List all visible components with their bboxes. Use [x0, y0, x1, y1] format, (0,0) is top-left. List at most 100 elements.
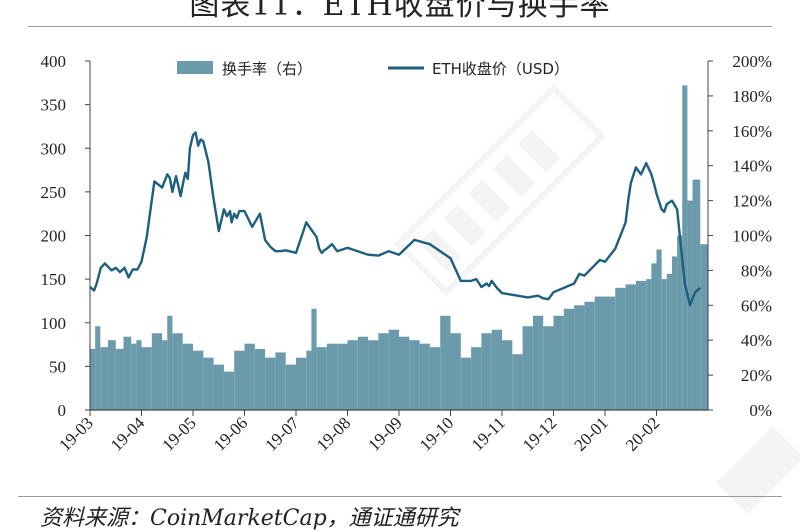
x-tick-label: 19-10	[416, 413, 457, 454]
turnover-bar	[275, 352, 286, 410]
chart-title: 图表11：ETH收盘价与换手率	[189, 0, 611, 23]
chart-legend: 换手率（右） ETH收盘价（USD）	[177, 60, 569, 78]
source-note: 资料来源：CoinMarketCap，通证通研究	[40, 506, 459, 531]
turnover-bar	[141, 347, 152, 410]
x-tick-label: 19-08	[313, 413, 354, 454]
right-tick-label: 200%	[732, 52, 772, 71]
turnover-bar	[368, 340, 379, 410]
eth-price-line	[89, 131, 702, 307]
x-tick-label: 20-02	[622, 413, 663, 454]
turnover-bar	[661, 279, 667, 410]
left-tick-label: 50	[49, 357, 66, 376]
price-line-layer	[89, 131, 702, 307]
turnover-bar	[450, 333, 461, 410]
turnover-bar	[532, 315, 544, 410]
turnover-bar	[244, 343, 255, 410]
turnover-bar	[429, 347, 441, 410]
x-tick-label: 19-12	[519, 413, 560, 454]
right-tick-label: 160%	[732, 122, 772, 141]
turnover-bar	[311, 308, 317, 410]
turnover-bar	[666, 273, 672, 410]
x-tick-label: 20-01	[570, 413, 611, 454]
turnover-bar	[682, 85, 688, 411]
turnover-bar	[522, 326, 533, 410]
turnover-bar	[563, 308, 575, 410]
turnover-bar	[296, 357, 307, 410]
turnover-bar	[574, 305, 585, 410]
turnover-bar	[615, 287, 626, 410]
turnover-bar	[692, 179, 701, 410]
legend-swatch-turnover	[177, 61, 213, 74]
turnover-bar	[95, 326, 101, 410]
turnover-bar	[409, 340, 420, 410]
right-tick-label: 80%	[741, 261, 772, 280]
turnover-bar	[100, 347, 109, 410]
turnover-bar	[337, 343, 348, 410]
x-tick-label: 19-05	[158, 413, 199, 454]
turnover-bar	[605, 296, 616, 410]
turnover-bar	[440, 315, 451, 410]
turnover-bar	[700, 244, 708, 410]
turnover-bar	[108, 340, 116, 410]
turnover-bar	[553, 315, 564, 410]
left-tick-label: 0	[58, 401, 67, 420]
legend-label-turnover: 换手率（右）	[222, 60, 312, 78]
watermark-logo	[393, 83, 800, 514]
left-tick-label: 350	[41, 96, 67, 115]
left-tick-label: 200	[41, 227, 67, 246]
turnover-bar	[234, 350, 245, 410]
turnover-bar	[491, 329, 502, 410]
left-tick-label: 300	[41, 139, 67, 158]
left-tick-label: 400	[41, 52, 67, 71]
turnover-bar	[378, 333, 389, 410]
turnover-bar	[512, 354, 523, 410]
turnover-bar	[326, 343, 338, 410]
left-tick-label: 150	[41, 270, 67, 289]
turnover-bar	[213, 364, 224, 410]
x-tick-label: 19-09	[364, 413, 405, 454]
legend-label-price: ETH收盘价（USD）	[432, 60, 569, 78]
turnover-bar	[357, 336, 369, 410]
turnover-bar	[656, 249, 662, 410]
left-tick-label: 250	[41, 183, 67, 202]
top-rule	[28, 26, 772, 27]
x-tick-label: 19-11	[468, 413, 509, 454]
turnover-bar	[167, 315, 173, 410]
turnover-bar	[347, 340, 358, 410]
x-tick-label: 19-04	[107, 413, 149, 455]
turnover-bar	[193, 350, 204, 410]
turnover-bar	[651, 263, 657, 410]
turnover-bar	[625, 284, 636, 410]
turnover-bar	[285, 364, 296, 410]
turnover-bar	[223, 371, 235, 410]
turnover-bar	[388, 329, 399, 410]
turnover-bar	[584, 301, 595, 410]
turnover-bar	[399, 336, 410, 410]
x-tick-label: 19-06	[210, 413, 251, 454]
right-tick-label: 120%	[732, 192, 772, 211]
right-tick-label: 20%	[741, 366, 772, 385]
turnover-bar	[306, 350, 312, 410]
eth-price-turnover-chart: 0 50 100 150 200 250 300 350 400 0% 20% 40% 60% 80% 10…	[41, 52, 800, 514]
right-tick-label: 100%	[732, 227, 772, 246]
right-tick-label: 0%	[749, 401, 772, 420]
turnover-bar	[594, 296, 605, 410]
turnover-bar	[115, 348, 124, 410]
left-tick-label: 100	[41, 314, 67, 333]
turnover-bar	[136, 340, 142, 410]
turnover-bar	[481, 333, 492, 410]
turnover-bar	[471, 347, 482, 410]
turnover-bar	[265, 357, 276, 410]
turnover-bar	[502, 340, 513, 410]
turnover-bar	[677, 235, 683, 410]
turnover-bar	[131, 343, 137, 410]
turnover-bar	[203, 357, 214, 410]
turnover-bar	[316, 347, 327, 410]
turnover-bar	[162, 340, 168, 410]
turnover-bar	[646, 279, 652, 410]
turnover-bar	[635, 280, 647, 410]
turnover-bar	[254, 348, 266, 410]
x-tick-label: 19-07	[261, 413, 303, 455]
bottom-rule	[18, 496, 782, 497]
right-tick-label: 60%	[741, 296, 772, 315]
